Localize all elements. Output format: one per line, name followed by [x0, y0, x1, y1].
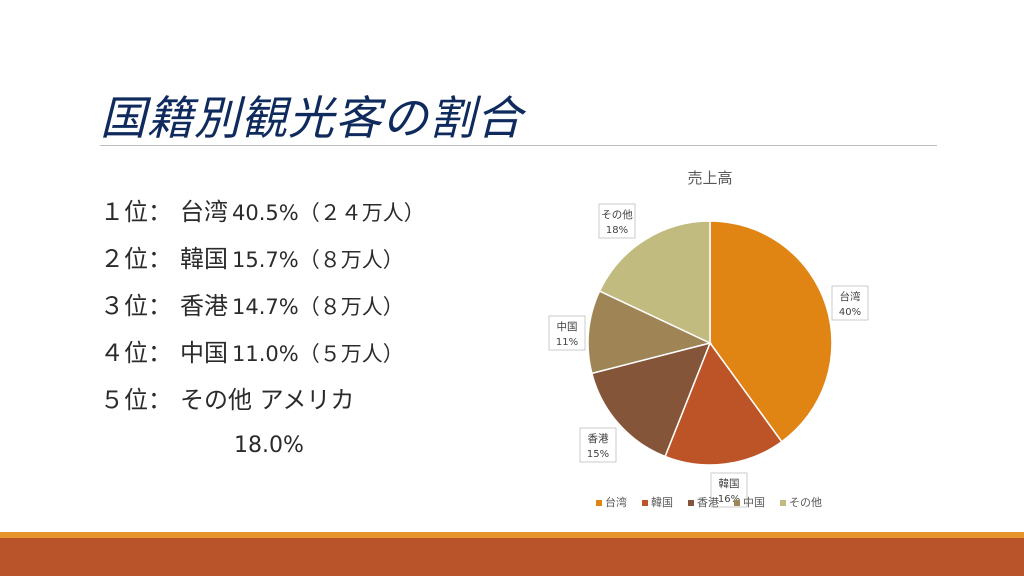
legend-swatch — [642, 500, 648, 506]
rank-detail: 40.5%（２４万人） — [232, 201, 425, 225]
data-label-value: 18% — [606, 225, 628, 236]
data-label-box — [548, 315, 586, 351]
title-divider — [100, 145, 937, 146]
legend-label: 香港 — [697, 496, 719, 509]
other-share-value: 18.0% — [234, 433, 304, 458]
data-label-value: 16% — [718, 494, 740, 505]
legend-item-5: その他 — [780, 496, 822, 509]
data-label-1: 台湾 40% — [831, 285, 869, 321]
rank-label: ５位： — [100, 386, 172, 414]
data-label-category: 香港 — [588, 433, 609, 445]
chart-title: 売上高 — [687, 169, 732, 187]
data-label-value: 11% — [556, 337, 578, 348]
rank-label: ２位： — [100, 245, 172, 273]
rank-item-5: ５位： その他 アメリカ — [100, 382, 425, 429]
pie-slice-5 — [598, 220, 711, 345]
ranking-list: １位： 台湾 40.5%（２４万人） ２位： 韓国 15.7%（８万人） ３位： 香港 14… — [100, 194, 425, 429]
rank-name: 中国 — [180, 339, 228, 367]
legend-label: その他 — [789, 496, 822, 509]
rank-name: 韓国 — [180, 245, 228, 273]
data-label-category: 台湾 — [840, 290, 861, 303]
pie-slice-1 — [709, 220, 833, 443]
rank-name: 台湾 — [180, 198, 228, 226]
legend-label: 韓国 — [651, 496, 673, 509]
legend-item-1: 台湾 — [596, 495, 627, 509]
data-label-box — [598, 203, 636, 239]
data-label-3: 香港 15% — [579, 427, 617, 463]
rank-detail: 11.0%（５万人） — [232, 342, 404, 366]
legend-item-2: 韓国 — [642, 496, 673, 509]
rank-detail: 15.7%（８万人） — [232, 248, 404, 272]
slide-title: 国籍別観光客の割合 — [100, 91, 523, 145]
data-label-category: 韓国 — [719, 478, 740, 490]
rank-item-2: ２位： 韓国 15.7%（８万人） — [100, 241, 425, 288]
data-label-category: 中国 — [557, 320, 578, 333]
pie-slice-4 — [587, 290, 713, 375]
legend-swatch — [780, 500, 786, 506]
legend-swatch — [734, 500, 740, 506]
data-label-value: 15% — [587, 449, 609, 460]
data-label-box — [831, 285, 869, 321]
data-label-2: 韓国 16% — [710, 472, 748, 508]
rank-name: 香港 — [180, 292, 228, 320]
rank-label: ３位： — [100, 292, 172, 320]
data-label-value: 40% — [839, 307, 861, 318]
rank-label: １位： — [100, 198, 172, 226]
pie-slice-2 — [664, 341, 783, 466]
legend-item-4: 中国 — [734, 496, 765, 509]
legend-label: 中国 — [743, 496, 765, 509]
data-label-box — [579, 427, 617, 463]
data-label-box — [710, 472, 748, 508]
rank-item-4: ４位： 中国 11.0%（５万人） — [100, 335, 425, 382]
data-label-5: その他 18% — [598, 203, 636, 239]
legend-label: 台湾 — [605, 495, 627, 509]
pie-slice-3 — [590, 341, 712, 458]
footer-bar — [0, 538, 1024, 576]
rank-item-3: ３位： 香港 14.7%（８万人） — [100, 288, 425, 335]
rank-label: ４位： — [100, 339, 172, 367]
footer-accent-line — [0, 532, 1024, 538]
rank-item-1: １位： 台湾 40.5%（２４万人） — [100, 194, 425, 241]
rank-detail: 14.7%（８万人） — [232, 295, 404, 319]
legend-item-3: 香港 — [688, 496, 719, 509]
rank-name: その他 アメリカ — [180, 386, 355, 414]
legend-swatch — [596, 500, 602, 506]
legend-swatch — [688, 500, 694, 506]
data-label-category: その他 — [601, 208, 633, 221]
data-label-4: 中国 11% — [548, 315, 586, 351]
